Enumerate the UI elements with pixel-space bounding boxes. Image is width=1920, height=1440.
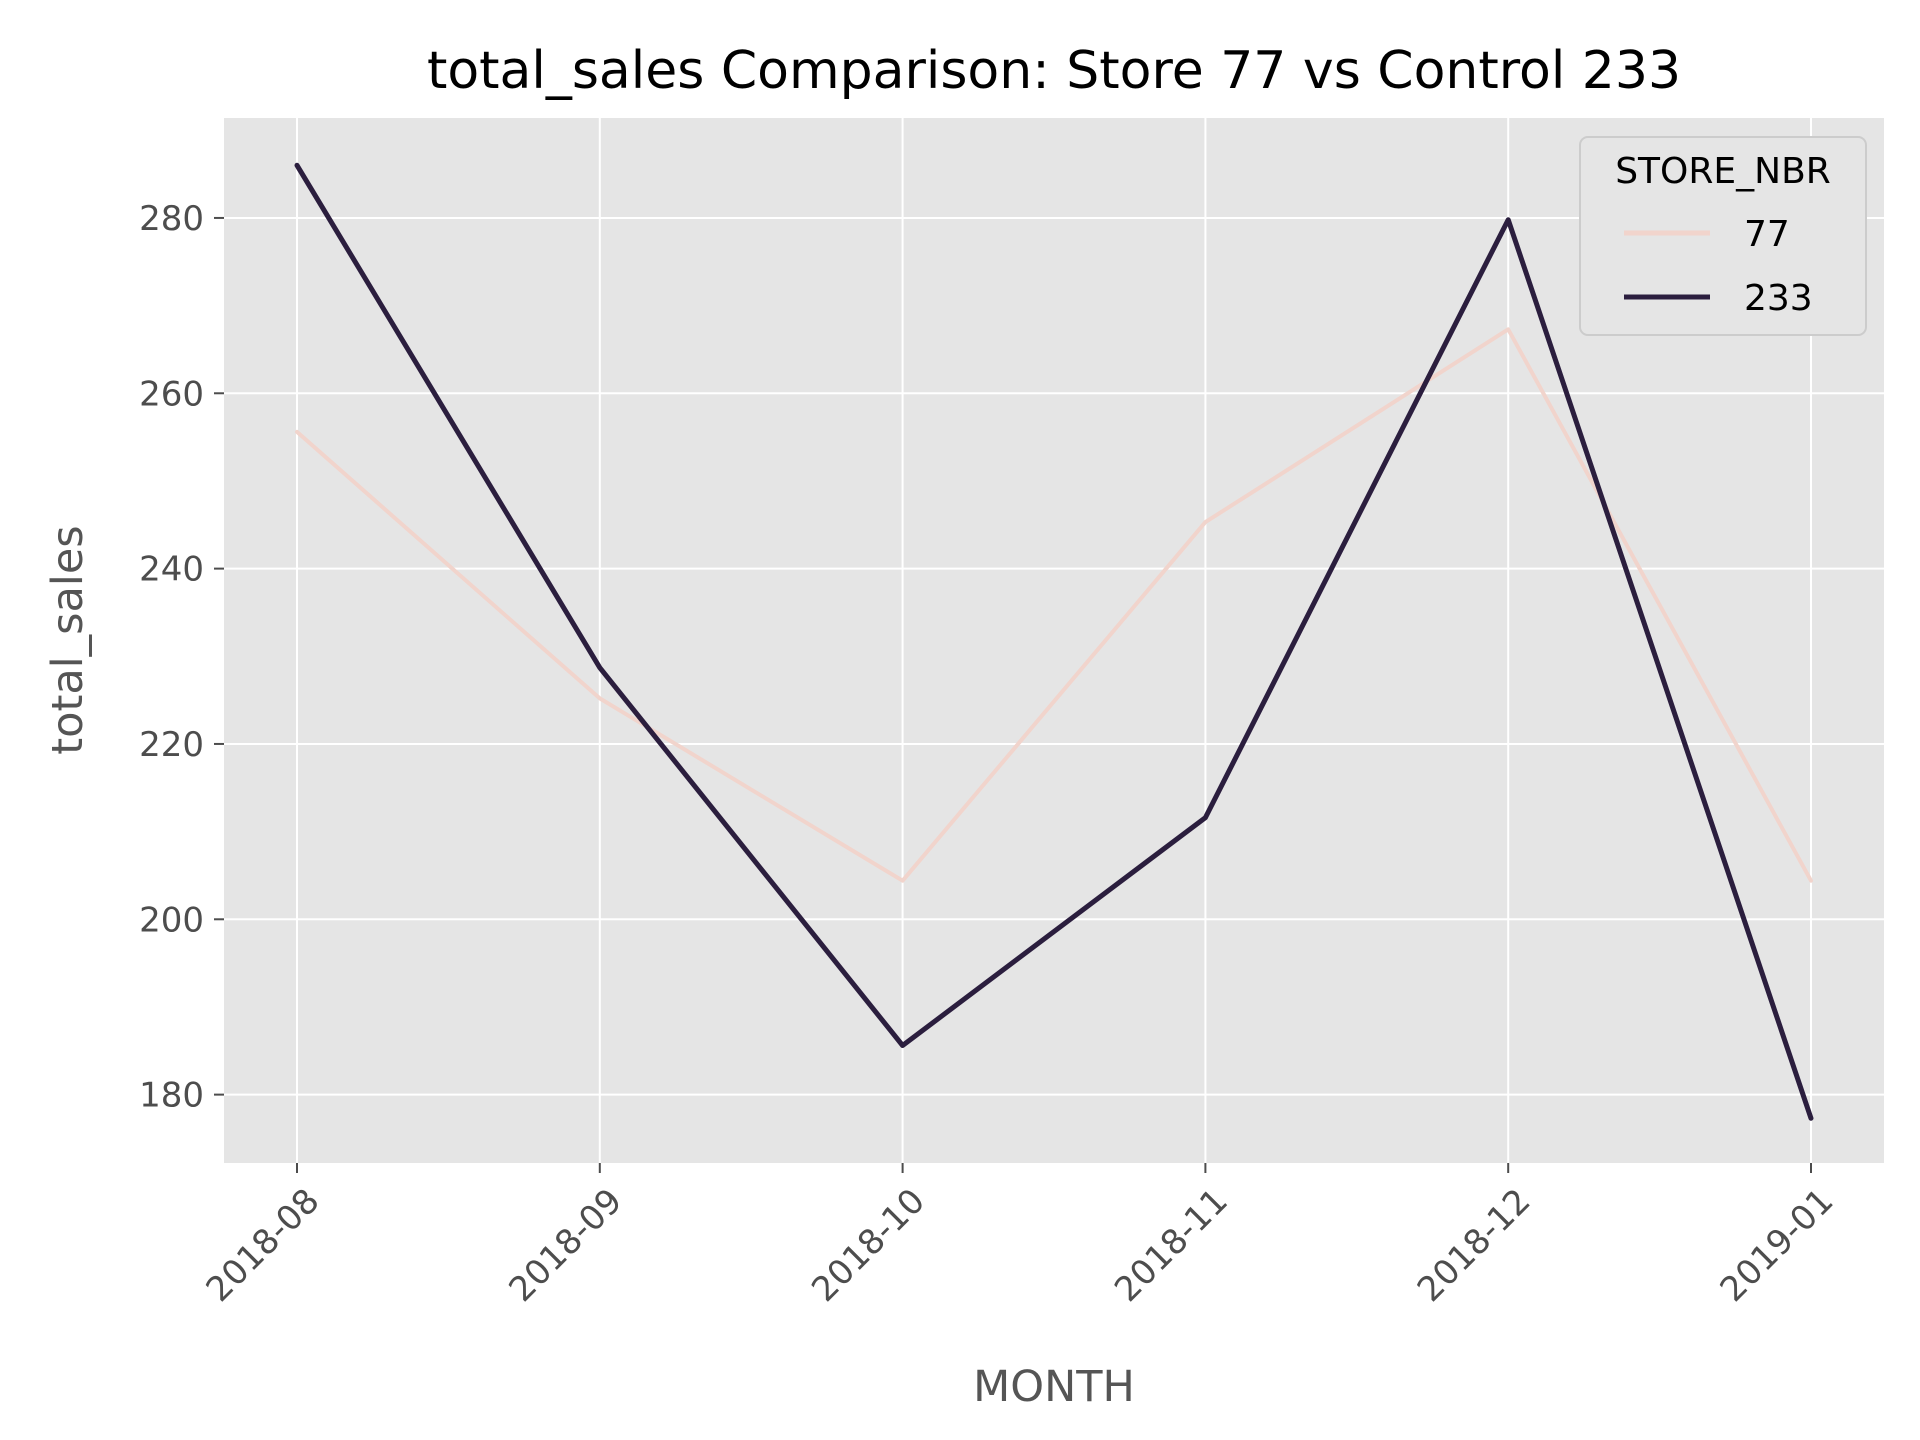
y-axis-title: total_sales — [43, 525, 93, 754]
legend-label-77: 77 — [1744, 214, 1790, 255]
legend: STORE_NBR 77 233 — [1579, 136, 1867, 336]
x-tick-label: 2018-10 — [804, 1181, 933, 1310]
x-tick-label: 2018-08 — [199, 1181, 328, 1310]
x-tick-label: 2018-12 — [1410, 1181, 1539, 1310]
chart-title: total_sales Comparison: Store 77 vs Cont… — [427, 41, 1681, 101]
y-tick-label: 280 — [139, 199, 204, 239]
legend-title: STORE_NBR — [1615, 151, 1831, 192]
x-tick-label: 2018-11 — [1107, 1181, 1236, 1310]
legend-box — [1579, 136, 1867, 336]
y-tick-label: 180 — [139, 1076, 204, 1116]
data-series — [294, 162, 1814, 1121]
x-tick-label: 2019-01 — [1713, 1181, 1842, 1310]
y-tick-label: 220 — [139, 725, 204, 765]
x-axis-title: MONTH — [973, 1362, 1135, 1412]
y-tick-label: 260 — [139, 374, 204, 414]
series-line-77 — [295, 327, 1813, 883]
series-line-233 — [294, 162, 1814, 1121]
y-tick-label: 240 — [139, 550, 204, 590]
x-tick-label: 2018-09 — [501, 1181, 630, 1310]
grid-lines — [224, 118, 1884, 1163]
y-tick-label: 200 — [139, 900, 204, 940]
legend-label-233: 233 — [1744, 278, 1813, 319]
